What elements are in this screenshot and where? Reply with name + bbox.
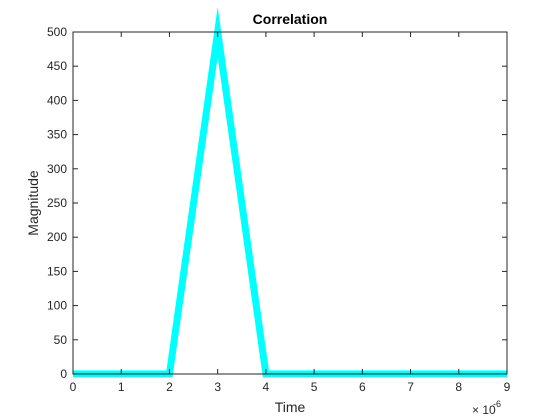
x-axis-label: Time <box>275 399 306 415</box>
x-tick-label: 0 <box>70 380 77 394</box>
x-exponent-base: × 10 <box>472 403 496 417</box>
y-tick-label: 300 <box>47 162 67 176</box>
y-tick-label: 200 <box>47 230 67 244</box>
x-tick-label: 5 <box>311 380 318 394</box>
x-tick-label: 1 <box>118 380 125 394</box>
y-tick-label: 450 <box>47 59 67 73</box>
y-axis-label: Magnitude <box>25 170 41 236</box>
x-tick-label: 6 <box>359 380 366 394</box>
y-tick-label: 500 <box>47 25 67 39</box>
y-tick-label: 50 <box>54 333 68 347</box>
plot-area <box>73 32 507 374</box>
x-tick-label: 3 <box>214 380 221 394</box>
y-tick-label: 100 <box>47 299 67 313</box>
y-tick-label: 400 <box>47 93 67 107</box>
chart-title: Correlation <box>253 11 328 27</box>
axes-layer: 0 1 2 3 4 5 6 7 8 9 0 50 100 150 200 250 300 350 400 450 500 <box>47 25 511 394</box>
x-tick-label: 7 <box>407 380 414 394</box>
x-exponent-power: -6 <box>493 399 501 409</box>
y-tick-label: 250 <box>47 196 67 210</box>
y-tick-label: 0 <box>60 367 67 381</box>
y-tick-label: 350 <box>47 128 67 142</box>
plot-background <box>73 32 507 374</box>
x-tick-label: 9 <box>504 380 511 394</box>
x-tick-label: 4 <box>263 380 270 394</box>
y-tick-label: 150 <box>47 264 67 278</box>
x-tick-label: 2 <box>166 380 173 394</box>
x-tick-label: 8 <box>455 380 462 394</box>
